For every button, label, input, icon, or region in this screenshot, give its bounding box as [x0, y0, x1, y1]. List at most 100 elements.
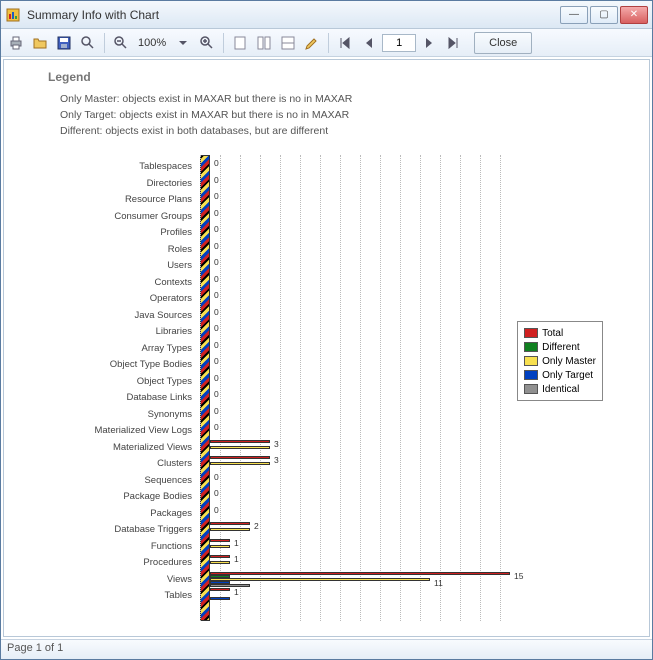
legend-line: Only Master: objects exist in MAXAR but … — [60, 92, 633, 108]
chart-gridline — [400, 155, 401, 621]
chart-value-label: 0 — [214, 158, 219, 168]
chart-value-label: 1 — [234, 538, 239, 548]
layout1-icon[interactable] — [229, 32, 251, 54]
window-title: Summary Info with Chart — [27, 8, 560, 22]
chart-value-label: 1 — [234, 587, 239, 597]
chart-gridline — [240, 155, 241, 621]
chart-value-label: 0 — [214, 323, 219, 333]
chart-category-label: Database Links — [20, 390, 196, 407]
close-window-button[interactable]: ✕ — [620, 6, 648, 24]
print-icon[interactable] — [5, 32, 27, 54]
legend-swatch — [524, 370, 538, 380]
chart-category-label: Profiles — [20, 225, 196, 242]
save-icon[interactable] — [53, 32, 75, 54]
first-page-icon[interactable] — [334, 32, 356, 54]
chart-value-label: 0 — [214, 290, 219, 300]
app-window: Summary Info with Chart — ▢ ✕ 100% Close… — [0, 0, 653, 660]
chart-value-label: 0 — [214, 208, 219, 218]
zoom-level[interactable]: 100% — [134, 37, 170, 49]
chart-gridline — [280, 155, 281, 621]
legend-item: Identical — [524, 382, 596, 396]
chart-category-label: Package Bodies — [20, 489, 196, 506]
chart: TablespacesDirectoriesResource PlansCons… — [20, 149, 633, 637]
chart-category-label: Directories — [20, 176, 196, 193]
chart-value-label: 3 — [274, 439, 279, 449]
chart-category-label: Consumer Groups — [20, 209, 196, 226]
chart-bar — [210, 440, 270, 443]
legend-item: Only Target — [524, 368, 596, 382]
chart-gridline — [200, 155, 201, 621]
chart-category-label: Synonyms — [20, 407, 196, 424]
search-icon[interactable] — [77, 32, 99, 54]
chart-value-label: 0 — [214, 257, 219, 267]
chart-value-label: 0 — [214, 488, 219, 498]
chart-category-label: Procedures — [20, 555, 196, 572]
chart-category-label: Views — [20, 572, 196, 589]
zoom-out-icon[interactable] — [110, 32, 132, 54]
chart-category-labels: TablespacesDirectoriesResource PlansCons… — [20, 159, 196, 605]
legend-item: Only Master — [524, 354, 596, 368]
chart-category-label: Object Type Bodies — [20, 357, 196, 374]
chart-gridline — [360, 155, 361, 621]
legend-swatch — [524, 328, 538, 338]
edit-icon[interactable] — [301, 32, 323, 54]
legend-label: Total — [542, 328, 563, 339]
chart-bar — [210, 539, 230, 542]
chart-gridline — [440, 155, 441, 621]
open-icon[interactable] — [29, 32, 51, 54]
legend-label: Different — [542, 342, 580, 353]
layout2-icon[interactable] — [253, 32, 275, 54]
chart-category-label: Roles — [20, 242, 196, 259]
layout3-icon[interactable] — [277, 32, 299, 54]
chart-gridline — [420, 155, 421, 621]
chart-category-label: Array Types — [20, 341, 196, 358]
page-input[interactable] — [382, 34, 416, 52]
chart-plot: 000000000000000003300021115111 — [200, 155, 500, 625]
chart-value-label: 0 — [214, 191, 219, 201]
chart-gridline — [480, 155, 481, 621]
next-page-icon[interactable] — [418, 32, 440, 54]
legend-swatch — [524, 356, 538, 366]
chart-category-label: Database Triggers — [20, 522, 196, 539]
chart-bar — [210, 584, 250, 587]
app-icon — [5, 7, 21, 23]
chart-bar — [210, 456, 270, 459]
chart-category-label: Materialized Views — [20, 440, 196, 457]
chart-bar — [210, 446, 270, 449]
chart-category-label: Java Sources — [20, 308, 196, 325]
legend-title: Legend — [48, 70, 633, 84]
report-page: Legend Only Master: objects exist in MAX… — [4, 60, 649, 637]
chart-bar — [210, 588, 230, 591]
chart-value-label: 3 — [274, 455, 279, 465]
zoom-in-icon[interactable] — [196, 32, 218, 54]
chart-category-label: Operators — [20, 291, 196, 308]
last-page-icon[interactable] — [442, 32, 464, 54]
chart-value-label: 0 — [214, 307, 219, 317]
close-button[interactable]: Close — [474, 32, 532, 54]
maximize-button[interactable]: ▢ — [590, 6, 618, 24]
chart-gridline — [220, 155, 221, 621]
chart-bar — [210, 528, 250, 531]
titlebar: Summary Info with Chart — ▢ ✕ — [1, 1, 652, 29]
chart-bar — [210, 578, 430, 581]
zoom-dropdown-icon[interactable] — [172, 32, 194, 54]
chart-value-label: 0 — [214, 356, 219, 366]
chart-value-label: 0 — [214, 175, 219, 185]
chart-value-label: 0 — [214, 340, 219, 350]
chart-category-label: Packages — [20, 506, 196, 523]
legend-item: Total — [524, 326, 596, 340]
chart-category-label: Users — [20, 258, 196, 275]
page-status: Page 1 of 1 — [7, 642, 63, 654]
chart-value-label: 2 — [254, 521, 259, 531]
chart-bar — [210, 572, 510, 575]
chart-category-label: Tablespaces — [20, 159, 196, 176]
chart-value-label: 0 — [214, 406, 219, 416]
chart-category-label: Libraries — [20, 324, 196, 341]
chart-category-label: Object Types — [20, 374, 196, 391]
legend-label: Only Master — [542, 356, 596, 367]
minimize-button[interactable]: — — [560, 6, 588, 24]
prev-page-icon[interactable] — [358, 32, 380, 54]
chart-value-label: 11 — [434, 578, 443, 588]
report-viewport[interactable]: Legend Only Master: objects exist in MAX… — [3, 59, 650, 637]
legend-swatch — [524, 342, 538, 352]
